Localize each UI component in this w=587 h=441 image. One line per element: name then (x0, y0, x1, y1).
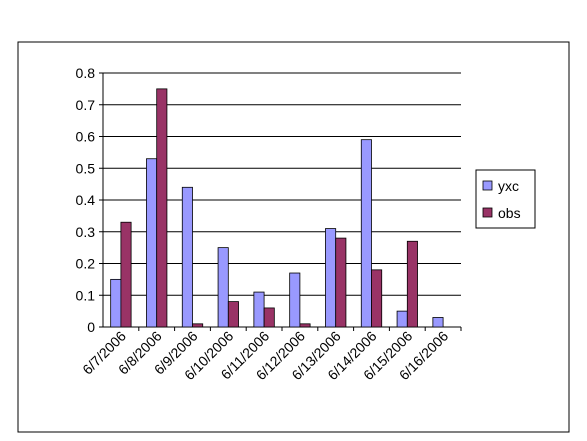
bar (263, 307, 275, 328)
bar (253, 291, 265, 328)
bar (181, 186, 193, 328)
bar (156, 88, 168, 328)
bar (192, 323, 204, 328)
bar (335, 237, 347, 328)
bar (432, 317, 444, 328)
chart-frame (17, 41, 570, 433)
bar (146, 158, 158, 328)
y-tick-label: 0.2 (76, 256, 96, 272)
bar (289, 272, 301, 328)
y-tick-label: 0.1 (76, 287, 96, 303)
bar (325, 228, 337, 328)
legend-label: obs (498, 205, 521, 221)
bar (360, 139, 372, 328)
y-tick-label: 0.4 (76, 192, 96, 208)
bar (299, 323, 311, 328)
y-tick-label: 0.3 (76, 224, 96, 240)
y-tick-label: 0.8 (76, 65, 96, 81)
y-tick-label: 0.7 (76, 97, 96, 113)
bar (396, 310, 408, 328)
legend-box (475, 169, 536, 229)
bar (406, 240, 418, 328)
legend-swatch (482, 207, 493, 218)
legend-swatch (482, 180, 493, 191)
y-tick-label: 0 (87, 319, 95, 335)
bar (120, 221, 132, 328)
bar (217, 247, 229, 328)
bar (110, 278, 122, 328)
y-tick-label: 0.6 (76, 129, 96, 145)
bar (371, 269, 383, 328)
y-tick-label: 0.5 (76, 160, 96, 176)
legend-label: yxc (498, 178, 519, 194)
bar (227, 301, 239, 328)
